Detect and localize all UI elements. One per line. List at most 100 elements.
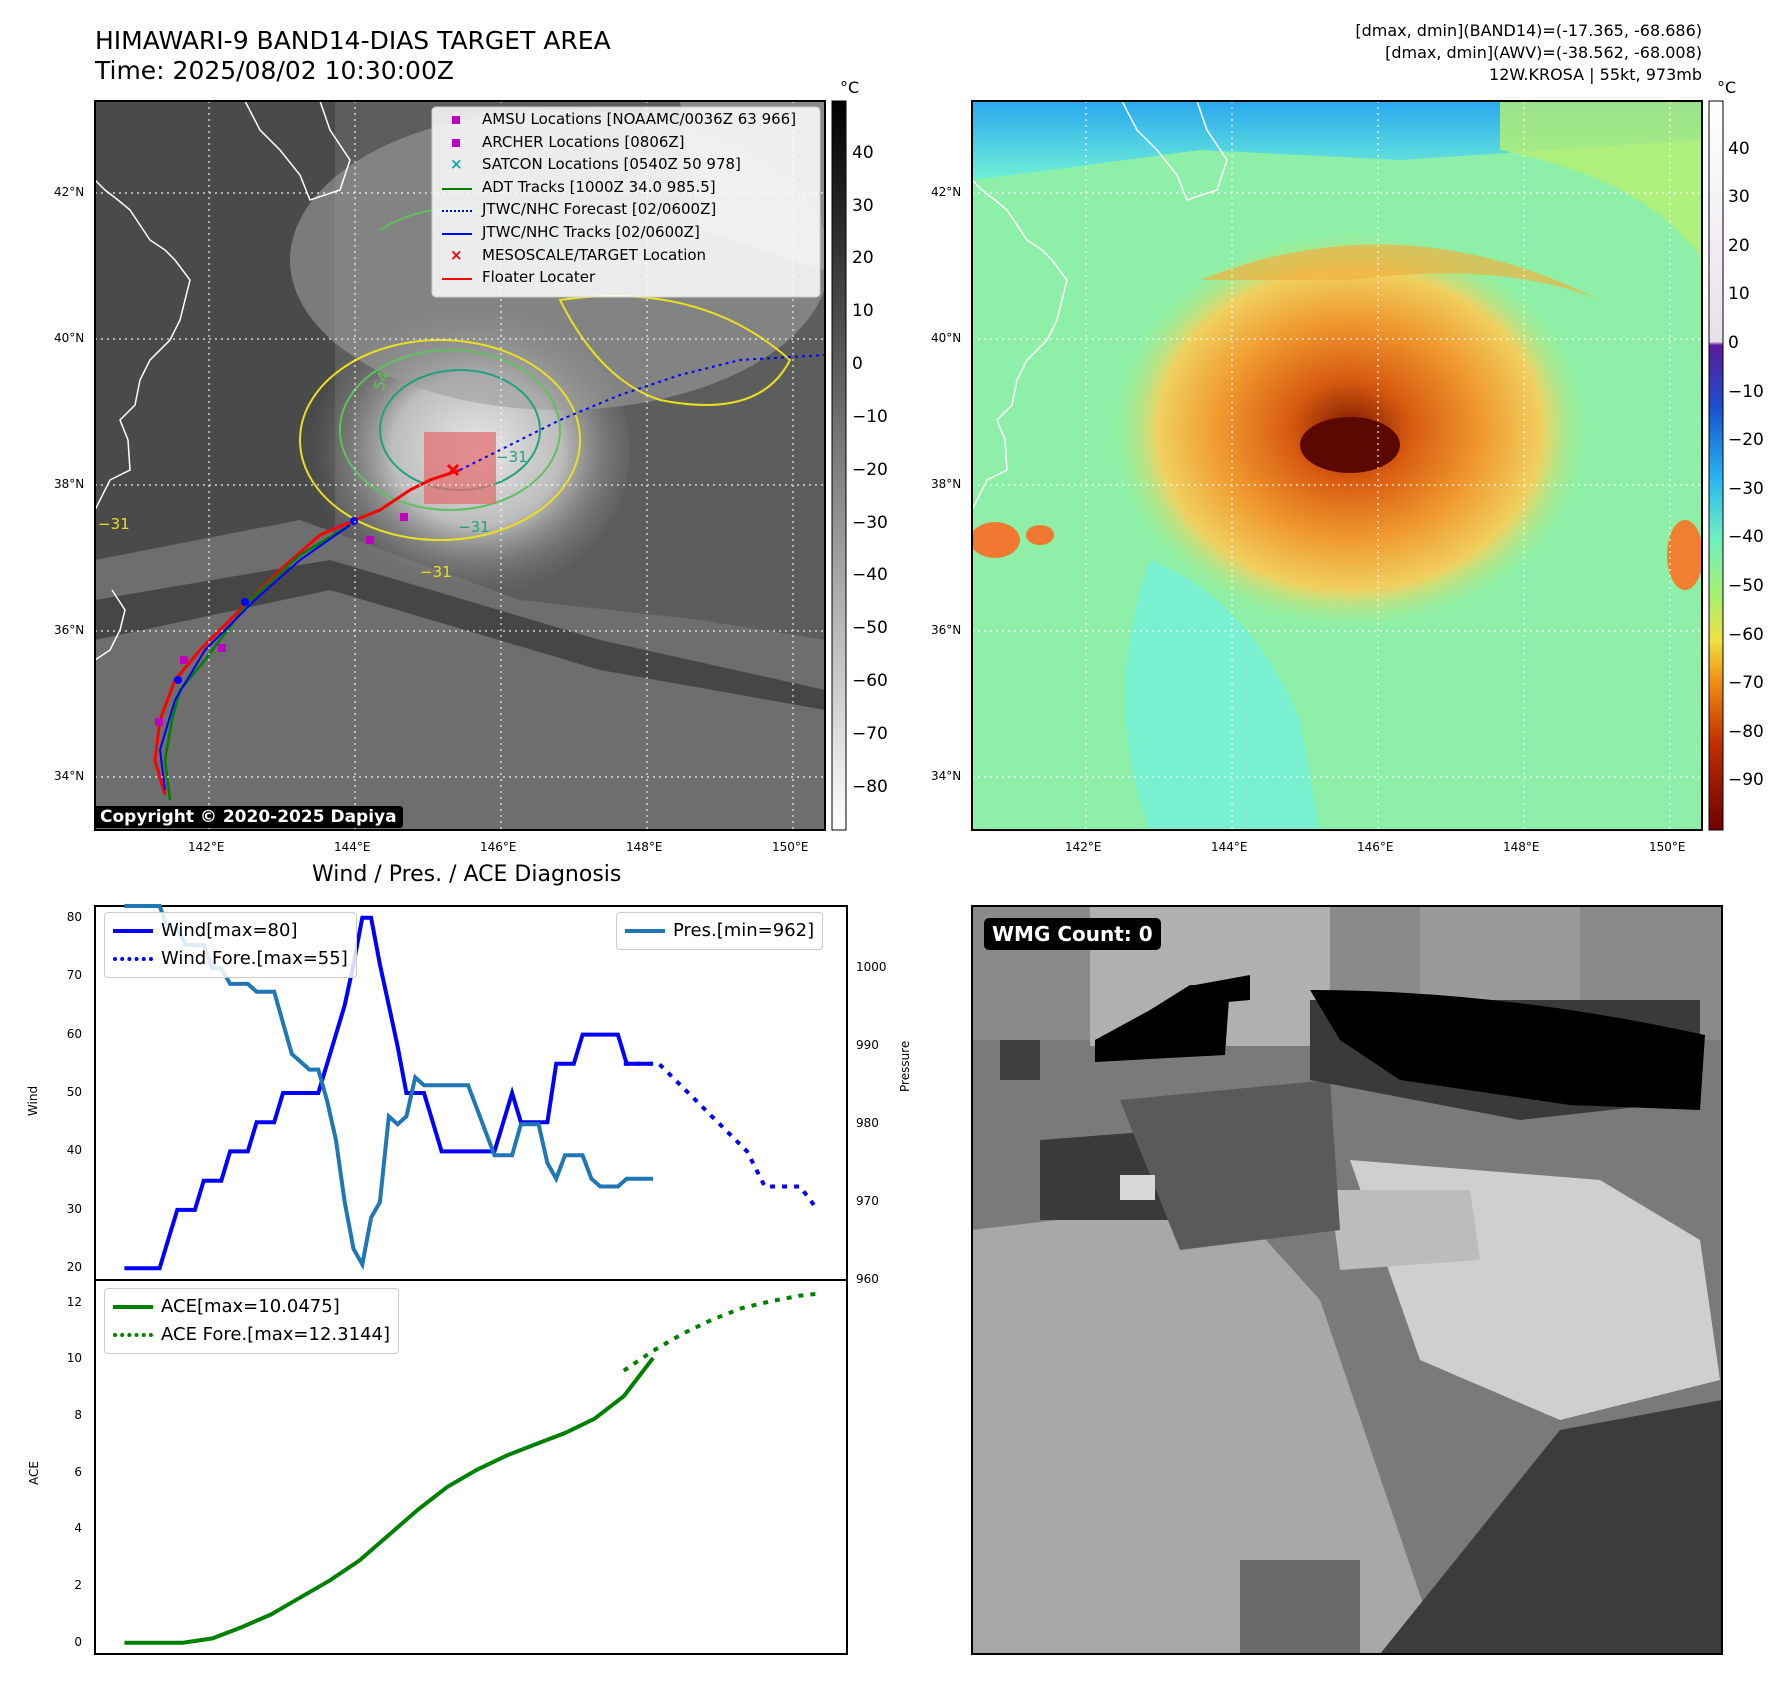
legend-swatch	[442, 187, 472, 190]
legend-entry: ADT Tracks [1000Z 34.0 985.5]	[440, 178, 820, 200]
colorbar-tick-label: 30	[1728, 187, 1750, 208]
storm-info: 12W.KROSA | 55kt, 973mb	[1489, 65, 1702, 84]
awv-map-frame	[971, 100, 1703, 831]
legend-swatch	[442, 210, 472, 213]
contour-label: −31	[458, 518, 490, 536]
wmg-count-badge: WMG Count: 0	[984, 918, 1161, 950]
lat-label: 42°N	[931, 185, 962, 199]
colorbar-tick-label: −10	[1728, 381, 1764, 402]
legend-label: MESOSCALE/TARGET Location	[482, 245, 707, 264]
colorbar-tick-label: −40	[852, 565, 888, 586]
colorbar-tick-label: −50	[1728, 576, 1764, 596]
legend-label: Pres.[min=962]	[673, 920, 815, 941]
lon-label: 144°E	[334, 840, 371, 854]
legend-swatch	[113, 957, 153, 961]
page-title: HIMAWARI-9 BAND14-DIAS TARGET AREA	[95, 26, 611, 55]
pressure-axis-label: Pressure	[898, 1040, 912, 1092]
lon-label: 142°E	[188, 840, 225, 854]
lat-label: 36°N	[54, 623, 85, 637]
legend-entry: × SATCON Locations [0540Z 50 978]	[440, 155, 820, 177]
legend-label: ARCHER Locations [0806Z]	[482, 132, 685, 151]
plot-legend: ACE[max=10.0475] ACE Fore.[max=12.3144]	[104, 1288, 399, 1354]
legend-swatch: ×	[450, 245, 463, 264]
colorbar-unit: °C	[1717, 78, 1737, 97]
band14-stats: [dmax, dmin](BAND14)=(-17.365, -68.686)	[1355, 21, 1702, 40]
legend-label: SATCON Locations [0540Z 50 978]	[482, 155, 741, 174]
colorbar-tick-label: 20	[852, 248, 874, 269]
wmg-panel	[971, 905, 1723, 1655]
axis-tick-label: 10	[66, 1351, 82, 1366]
axis-tick-label: 70	[66, 968, 82, 983]
legend-entry: × MESOSCALE/TARGET Location	[440, 246, 820, 268]
legend-label: JTWC/NHC Tracks [02/0600Z]	[482, 223, 700, 241]
colorbar-tick-label: −30	[1728, 478, 1764, 499]
legend-label: Wind[max=80]	[161, 920, 298, 941]
colorbar-tick-label: −20	[852, 459, 888, 480]
copyright-label: Copyright © 2020-2025 Dapiya	[94, 806, 403, 828]
axis-tick-label: 2	[74, 1578, 82, 1592]
gray-colorbar	[831, 100, 847, 831]
colorbar-tick-label: −80	[852, 776, 888, 797]
colorbar-tick-label: −50	[852, 618, 888, 639]
axis-tick-label: 20	[66, 1260, 82, 1275]
legend-label: Floater Locater	[482, 268, 596, 287]
legend-label: ACE[max=10.0475]	[161, 1296, 340, 1317]
lon-label: 150°E	[1649, 840, 1686, 854]
axis-tick-label: 980	[856, 1116, 879, 1131]
plot-legend: Pres.[min=962]	[616, 912, 824, 950]
colorbar-tick-label: −60	[1728, 624, 1764, 645]
colorbar-tick-label: 10	[852, 301, 874, 322]
lon-label: 144°E	[1211, 840, 1248, 854]
lat-label: 34°N	[931, 769, 962, 783]
legend-entry: Floater Locater	[440, 268, 820, 290]
axis-tick-label: 990	[856, 1038, 879, 1053]
legend-entry: ARCHER Locations [0806Z]	[440, 133, 820, 155]
colorbar-tick-label: 40	[1728, 138, 1750, 159]
axis-tick-label: 30	[66, 1201, 82, 1216]
series-line	[124, 1356, 655, 1645]
storm-stats: [dmax, dmin](BAND14)=(-17.365, -68.686) …	[1355, 20, 1702, 86]
legend-swatch	[113, 1305, 153, 1309]
lat-label: 38°N	[931, 477, 962, 491]
colorbar-tick-label: −70	[852, 723, 888, 744]
legend-label: AMSU Locations [NOAAMC/0036Z 63 966]	[482, 110, 797, 128]
lat-label: 40°N	[931, 331, 962, 345]
colorbar-tick-label: 0	[1728, 333, 1739, 353]
legend-entry: AMSU Locations [NOAAMC/0036Z 63 966]	[440, 110, 820, 132]
legend-entry: JTWC/NHC Forecast [02/0600Z]	[440, 200, 820, 222]
plot-legend-entry: Pres.[min=962]	[625, 917, 814, 945]
awv-map-panel	[972, 101, 1702, 830]
colorbar-unit: °C	[840, 78, 860, 97]
legend-swatch: ×	[450, 155, 463, 174]
lon-label: 148°E	[626, 840, 663, 854]
plot-legend-entry: Wind[max=80]	[113, 917, 348, 945]
legend-swatch	[625, 929, 665, 933]
legend-swatch	[113, 929, 153, 933]
axis-tick-label: 50	[66, 1085, 82, 1099]
legend-swatch	[113, 1333, 153, 1337]
axis-tick-label: 8	[74, 1408, 82, 1422]
contour-label: −31	[496, 448, 528, 466]
legend-swatch	[452, 116, 460, 124]
lat-label: 38°N	[54, 477, 85, 491]
ir-map-frame	[94, 100, 826, 831]
contour-label: −31	[420, 563, 452, 581]
legend-swatch	[442, 278, 472, 281]
colorbar-tick-label: −30	[852, 512, 888, 533]
axis-tick-label: 6	[74, 1464, 82, 1479]
axis-tick-label: 0	[74, 1634, 82, 1649]
awv-stats: [dmax, dmin](AWV)=(-38.562, -68.008)	[1385, 43, 1702, 62]
lon-label: 150°E	[772, 840, 809, 854]
axis-tick-label: 4	[74, 1521, 82, 1536]
lat-label: 34°N	[54, 769, 85, 783]
lon-label: 148°E	[1503, 840, 1540, 854]
colorbar-tick-label: −90	[1728, 770, 1764, 791]
colorbar-tick-label: −60	[852, 671, 888, 692]
legend-entry: JTWC/NHC Tracks [02/0600Z]	[440, 223, 820, 245]
colorbar-tick-label: −80	[1728, 721, 1764, 742]
timestamp: Time: 2025/08/02 10:30:00Z	[95, 56, 454, 85]
axis-tick-label: 960	[856, 1272, 879, 1286]
axis-tick-label: 80	[66, 909, 82, 924]
colorbar-tick-label: −20	[1728, 430, 1764, 451]
series-line	[623, 1061, 820, 1212]
